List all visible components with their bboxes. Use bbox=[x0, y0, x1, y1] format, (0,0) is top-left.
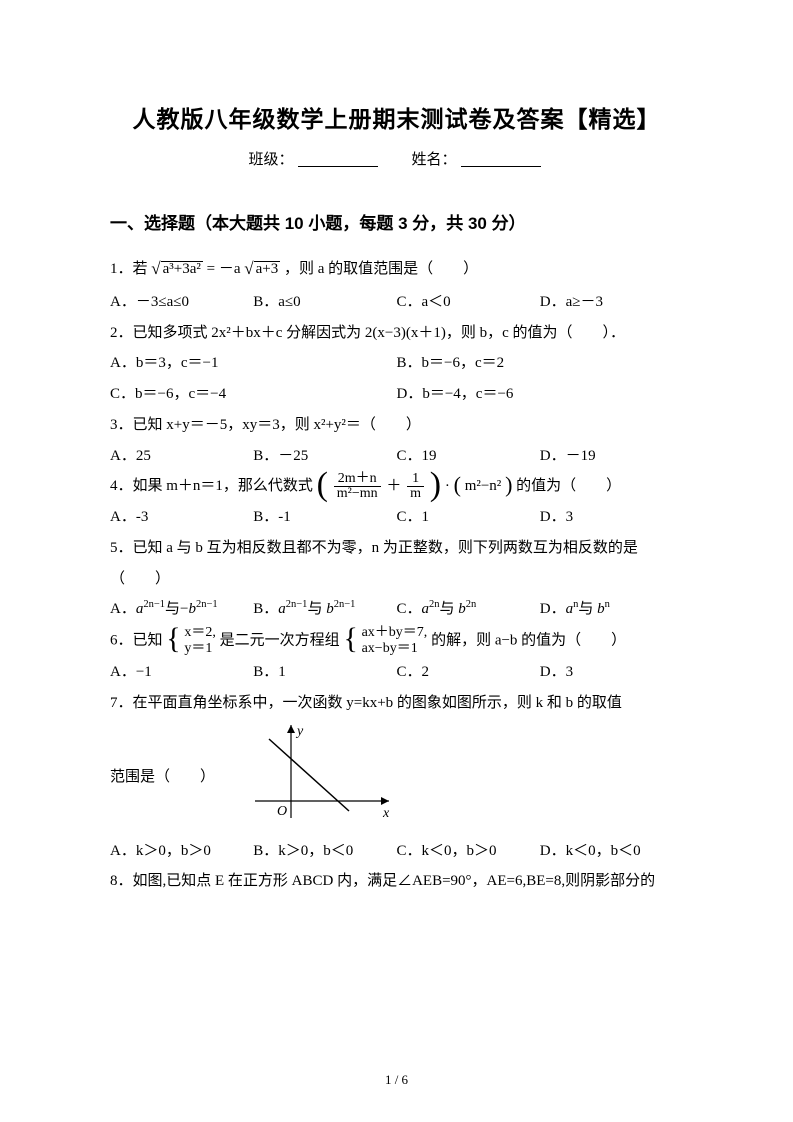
sqrt-icon: √a+3 bbox=[244, 252, 280, 287]
q7-options: A．k＞0，b＞0 B．k＞0，b＜0 C．k＜0，b＞0 D．k＜0，b＜0 bbox=[110, 836, 683, 867]
q7-graph: y x O bbox=[249, 719, 399, 836]
q2-option-d: D．b＝−4，c＝−6 bbox=[397, 379, 684, 410]
left-paren-icon: ( bbox=[454, 472, 461, 497]
q3-option-c: C．19 bbox=[397, 441, 540, 472]
question-3: 3．已知 x+y＝－5，xy＝3，则 x²+y²＝（ ） bbox=[110, 410, 683, 441]
q2-option-c: C．b＝−6，c＝−4 bbox=[110, 379, 397, 410]
q5-option-d: D．an与 bn bbox=[540, 594, 683, 625]
left-brace-icon: { bbox=[343, 630, 357, 648]
fraction: 2m＋n m²−mn bbox=[334, 472, 381, 502]
q6-stem-post: 的解，则 a−b 的值为（ ） bbox=[431, 633, 626, 649]
question-2: 2．已知多项式 2x²＋bx＋c 分解因式为 2(x−3)(x＋1)，则 b，c… bbox=[110, 318, 683, 349]
class-blank[interactable] bbox=[298, 152, 378, 167]
q1-stem-pre: 1．若 bbox=[110, 261, 148, 277]
name-blank[interactable] bbox=[461, 152, 541, 167]
q1-mid: = －a bbox=[207, 261, 241, 277]
q2-option-b: B．b＝−6，c＝2 bbox=[397, 348, 684, 379]
q5-stem: 5．已知 a 与 b 互为相反数且都不为零，n 为正整数，则下列两数互为相反数的… bbox=[110, 533, 683, 595]
svg-text:O: O bbox=[277, 804, 287, 819]
q6-option-b: B．1 bbox=[253, 657, 396, 688]
q4-options: A．-3 B．-1 C．1 D．3 bbox=[110, 502, 683, 533]
dot: · bbox=[445, 478, 450, 494]
q5-option-b: B．a2n−1与 b2n−1 bbox=[253, 594, 396, 625]
system-2: ax＋by＝7, ax−by＝1 bbox=[362, 625, 428, 657]
question-1: 1．若 √a³+3a² = －a √a+3 ，则 a 的取值范围是（ ） bbox=[110, 252, 683, 287]
q3-option-d: D．－19 bbox=[540, 441, 683, 472]
q7-option-a: A．k＞0，b＞0 bbox=[110, 836, 253, 867]
right-paren-icon: ) bbox=[505, 472, 512, 497]
q5-option-a: A．a2n−1与−b2n−1 bbox=[110, 594, 253, 625]
plus: ＋ bbox=[386, 478, 401, 494]
q7-stem2: 范围是（ ） bbox=[110, 769, 215, 785]
right-paren-icon: ) bbox=[430, 466, 441, 503]
q1-option-c: C．a＜0 bbox=[397, 287, 540, 318]
page: 人教版八年级数学上册期末测试卷及答案【精选】 班级： 姓名： 一、选择题（本大题… bbox=[0, 0, 793, 1122]
class-label: 班级： bbox=[248, 152, 293, 168]
q2-stem: 2．已知多项式 2x²＋bx＋c 分解因式为 2(x−3)(x＋1)，则 b，c… bbox=[110, 325, 625, 341]
left-paren-icon: ( bbox=[317, 466, 328, 503]
document-title: 人教版八年级数学上册期末测试卷及答案【精选】 bbox=[110, 100, 683, 134]
page-number: 1 / 6 bbox=[0, 1072, 793, 1088]
q7-option-c: C．k＜0，b＞0 bbox=[397, 836, 540, 867]
q3-options: A．25 B．－25 C．19 D．－19 bbox=[110, 441, 683, 472]
q5-options: A．a2n−1与−b2n−1 B．a2n−1与 b2n−1 C．a2n与 b2n… bbox=[110, 594, 683, 625]
question-7: 7．在平面直角坐标系中，一次函数 y=kx+b 的图象如图所示，则 k 和 b … bbox=[110, 688, 683, 836]
q6-option-a: A．−1 bbox=[110, 657, 253, 688]
name-label: 姓名： bbox=[412, 152, 457, 168]
q4-stem-post: 的值为（ ） bbox=[516, 478, 621, 494]
q1-options: A．－3≤a≤0 B．a≤0 C．a＜0 D．a≥－3 bbox=[110, 287, 683, 318]
q6-mid1: 是二元一次方程组 bbox=[220, 633, 340, 649]
question-6: 6．已知 { x＝2, y＝1 是二元一次方程组 { ax＋by＝7, ax−b… bbox=[110, 625, 683, 657]
q4-option-b: B．-1 bbox=[253, 502, 396, 533]
line-graph-icon: y x O bbox=[249, 719, 399, 824]
q2-option-a: A．b＝3，c＝−1 bbox=[110, 348, 397, 379]
section-1-heading: 一、选择题（本大题共 10 小题，每题 3 分，共 30 分） bbox=[110, 209, 683, 234]
q4-paren2: m²−n² bbox=[465, 478, 502, 494]
q1-option-d: D．a≥－3 bbox=[540, 287, 683, 318]
svg-text:x: x bbox=[382, 806, 390, 821]
q7-option-d: D．k＜0，b＜0 bbox=[540, 836, 683, 867]
q4-option-d: D．3 bbox=[540, 502, 683, 533]
q7-stem1: 7．在平面直角坐标系中，一次函数 y=kx+b 的图象如图所示，则 k 和 b … bbox=[110, 688, 683, 719]
q4-option-c: C．1 bbox=[397, 502, 540, 533]
q4-option-a: A．-3 bbox=[110, 502, 253, 533]
q7-option-b: B．k＞0，b＜0 bbox=[253, 836, 396, 867]
q2-options-row1: A．b＝3，c＝−1 B．b＝−6，c＝2 bbox=[110, 348, 683, 379]
q3-option-a: A．25 bbox=[110, 441, 253, 472]
q6-options: A．−1 B．1 C．2 D．3 bbox=[110, 657, 683, 688]
svg-text:y: y bbox=[295, 724, 304, 739]
q2-options-row2: C．b＝−6，c＝−4 D．b＝−4，c＝−6 bbox=[110, 379, 683, 410]
question-5: 5．已知 a 与 b 互为相反数且都不为零，n 为正整数，则下列两数互为相反数的… bbox=[110, 533, 683, 595]
system-1: x＝2, y＝1 bbox=[184, 625, 216, 657]
q1-option-b: B．a≤0 bbox=[253, 287, 396, 318]
q3-stem: 3．已知 x+y＝－5，xy＝3，则 x²+y²＝（ ） bbox=[110, 410, 683, 441]
fraction: 1 m bbox=[407, 472, 424, 502]
q1-option-a: A．－3≤a≤0 bbox=[110, 287, 253, 318]
left-brace-icon: { bbox=[166, 630, 180, 648]
q5-option-c: C．a2n与 b2n bbox=[397, 594, 540, 625]
q6-option-c: C．2 bbox=[397, 657, 540, 688]
question-8: 8．如图,已知点 E 在正方形 ABCD 内，满足∠AEB=90°，AE=6,B… bbox=[110, 866, 683, 897]
q8-stem: 8．如图,已知点 E 在正方形 ABCD 内，满足∠AEB=90°，AE=6,B… bbox=[110, 866, 683, 897]
q6-stem-pre: 6．已知 bbox=[110, 633, 163, 649]
q1-stem-post: ，则 a 的取值范围是（ ） bbox=[284, 261, 478, 277]
q6-option-d: D．3 bbox=[540, 657, 683, 688]
sqrt-icon: √a³+3a² bbox=[151, 252, 203, 287]
q4-stem-pre: 4．如果 m＋n＝1，那么代数式 bbox=[110, 478, 313, 494]
question-4: 4．如果 m＋n＝1，那么代数式 ( 2m＋n m²−mn ＋ 1 m ) · … bbox=[110, 471, 683, 502]
subhead: 班级： 姓名： bbox=[110, 148, 683, 169]
